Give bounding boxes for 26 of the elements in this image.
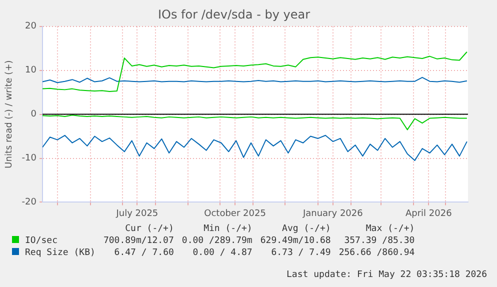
text: 6.73 / 7.49: [270, 247, 331, 259]
x-tick-label: July 2025: [115, 208, 158, 219]
chart-title: IOs for /dev/sda - by year: [158, 7, 310, 22]
text: Avg (-/+): [281, 223, 331, 235]
y-tick-label: -20: [22, 198, 37, 208]
text: Last update: Fri May 22 03:35:18 2026: [286, 270, 487, 280]
y-tick-label: 10: [25, 66, 37, 76]
text: Max (-/+): [364, 223, 415, 235]
x-tick-label: January 2026: [302, 208, 364, 219]
x-tick-label: October 2025: [204, 208, 266, 219]
text: 256.66 /860.94: [338, 247, 415, 259]
text: 629.49m/10.68: [259, 235, 331, 247]
y-tick-label: 20: [25, 22, 37, 32]
text: 700.89m/12.07: [102, 235, 174, 247]
legend-label: IO/sec: [24, 235, 59, 247]
text: 6.47 / 7.60: [113, 247, 174, 259]
text: 0.00 /289.79m: [180, 235, 252, 247]
x-tick-label: April 2026: [405, 208, 452, 219]
y-tick-label: 0: [30, 110, 37, 120]
text: 357.39 /85.30: [343, 235, 415, 247]
legend-label: Req Size (KB): [24, 247, 96, 259]
text: Min (-/+): [202, 223, 252, 235]
y-axis-title: Units read (-) / write (+): [4, 60, 15, 168]
y-tick-label: -10: [22, 154, 37, 164]
text: 0.00 / 4.87: [192, 247, 252, 259]
text: Cur (-/+): [124, 223, 174, 235]
